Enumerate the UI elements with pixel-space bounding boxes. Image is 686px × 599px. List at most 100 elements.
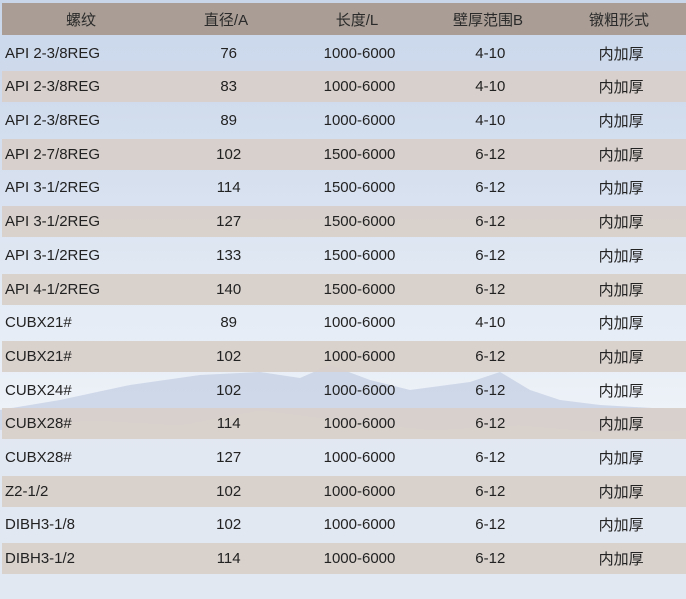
cell-wall-thickness: 6-12 xyxy=(475,347,506,365)
cell-thread: API 2-3/8REG xyxy=(5,44,101,62)
cell-wall-thickness: 6-12 xyxy=(475,448,506,466)
cell-length: 1500-6000 xyxy=(323,280,396,298)
header-diameter: 直径/A xyxy=(203,11,249,29)
cell-length: 1000-6000 xyxy=(323,314,396,332)
cell-wall-thickness: 6-12 xyxy=(475,482,506,500)
table-row: CUBX28# 114 1000-6000 6-12 内加厚 xyxy=(2,408,686,440)
cell-diameter: 89 xyxy=(220,112,238,130)
cell-length: 1500-6000 xyxy=(323,246,396,264)
cell-length: 1000-6000 xyxy=(323,516,396,534)
cell-diameter: 114 xyxy=(216,415,241,433)
header-length: 长度/L xyxy=(335,11,379,29)
cell-wall-thickness: 4-10 xyxy=(475,314,506,332)
cell-length: 1000-6000 xyxy=(323,78,396,96)
cell-length: 1500-6000 xyxy=(323,179,396,197)
cell-upset-type: 内加厚 xyxy=(598,45,644,63)
cell-diameter: 140 xyxy=(216,280,242,298)
cell-upset-type: 内加厚 xyxy=(598,214,644,232)
cell-diameter: 133 xyxy=(216,246,242,264)
cell-length: 1500-6000 xyxy=(323,145,396,163)
cell-upset-type: 内加厚 xyxy=(598,416,644,434)
cell-thread: API 3-1/2REG xyxy=(5,246,101,264)
table-row: Z2-1/2 102 1000-6000 6-12 内加厚 xyxy=(2,475,686,507)
cell-length: 1000-6000 xyxy=(323,112,396,130)
cell-diameter: 83 xyxy=(220,78,238,96)
table-row: DIBH3-1/8 102 1000-6000 6-12 内加厚 xyxy=(2,509,686,540)
table-row: API 3-1/2REG 133 1500-6000 6-12 内加厚 xyxy=(2,240,686,271)
table-row: API 2-3/8REG 83 1000-6000 4-10 内加厚 xyxy=(2,71,686,103)
table-row: API 2-7/8REG 102 1500-6000 6-12 内加厚 xyxy=(2,138,686,170)
cell-upset-type: 内加厚 xyxy=(598,247,644,265)
cell-upset-type: 内加厚 xyxy=(598,79,644,97)
cell-upset-type: 内加厚 xyxy=(598,348,644,366)
cell-wall-thickness: 6-12 xyxy=(475,550,506,567)
table-row: API 4-1/2REG 140 1500-6000 6-12 内加厚 xyxy=(2,273,686,305)
cell-length: 1000-6000 xyxy=(323,482,396,500)
cell-length: 1500-6000 xyxy=(323,213,396,231)
cell-thread: CUBX28# xyxy=(5,448,72,466)
cell-diameter: 114 xyxy=(216,550,241,567)
cell-upset-type: 内加厚 xyxy=(598,146,644,164)
cell-thread: API 2-3/8REG xyxy=(5,78,101,96)
header-upset-type: 镦粗形式 xyxy=(588,11,649,29)
cell-upset-type: 内加厚 xyxy=(598,315,644,333)
table-row: DIBH3-1/2 114 1000-6000 6-12 内加厚 xyxy=(2,543,686,574)
cell-wall-thickness: 6-12 xyxy=(475,213,506,231)
cell-thread: CUBX24# xyxy=(5,381,72,399)
cell-thread: API 2-3/8REG xyxy=(5,112,101,130)
cell-wall-thickness: 4-10 xyxy=(475,78,506,96)
cell-thread: CUBX21# xyxy=(5,347,72,365)
cell-wall-thickness: 6-12 xyxy=(475,145,506,163)
cell-diameter: 127 xyxy=(216,213,242,231)
cell-wall-thickness: 6-12 xyxy=(475,381,506,399)
cell-thread: API 3-1/2REG xyxy=(5,213,101,231)
cell-upset-type: 内加厚 xyxy=(598,449,644,467)
table-row: API 3-1/2REG 127 1500-6000 6-12 内加厚 xyxy=(2,206,686,238)
cell-diameter: 102 xyxy=(216,145,242,163)
table-row: API 3-1/2REG 114 1500-6000 6-12 内加厚 xyxy=(2,172,686,203)
cell-wall-thickness: 6-12 xyxy=(475,280,506,298)
cell-diameter: 76 xyxy=(220,44,238,62)
cell-diameter: 102 xyxy=(216,347,242,365)
cell-diameter: 127 xyxy=(216,448,242,466)
table-header: 螺纹 直径/A 长度/L 壁厚范围B 镦粗形式 xyxy=(2,3,686,35)
cell-wall-thickness: 6-12 xyxy=(475,246,506,264)
cell-upset-type: 内加厚 xyxy=(598,113,644,131)
cell-thread: CUBX21# xyxy=(5,314,72,332)
cell-wall-thickness: 4-10 xyxy=(475,44,506,62)
cell-thread: CUBX28# xyxy=(5,415,72,433)
header-thread: 螺纹 xyxy=(65,11,96,29)
table-row: API 2-3/8REG 76 1000-6000 4-10 内加厚 xyxy=(2,38,686,69)
cell-upset-type: 内加厚 xyxy=(598,551,644,568)
table-row: CUBX21# 102 1000-6000 6-12 内加厚 xyxy=(2,340,686,372)
table-row: CUBX21# 89 1000-6000 4-10 内加厚 xyxy=(2,307,686,338)
cell-diameter: 102 xyxy=(216,516,242,534)
header-wall-thickness: 壁厚范围B xyxy=(452,11,523,29)
cell-diameter: 114 xyxy=(216,179,241,197)
cell-diameter: 89 xyxy=(220,314,238,332)
cell-upset-type: 内加厚 xyxy=(598,180,644,198)
cell-length: 1000-6000 xyxy=(323,415,396,433)
cell-length: 1000-6000 xyxy=(323,347,396,365)
cell-diameter: 102 xyxy=(216,482,242,500)
cell-length: 1000-6000 xyxy=(323,550,396,567)
cell-thread: DIBH3-1/2 xyxy=(5,550,76,567)
cell-wall-thickness: 4-10 xyxy=(475,112,506,130)
table-row: CUBX24# 102 1000-6000 6-12 内加厚 xyxy=(2,375,686,406)
thread-spec-table: 螺纹 直径/A 长度/L 壁厚范围B 镦粗形式 API 2-3/8REG 76 1000-6… xyxy=(2,3,686,577)
cell-wall-thickness: 6-12 xyxy=(475,179,506,197)
cell-thread: API 4-1/2REG xyxy=(5,280,101,298)
table-row: API 2-3/8REG 89 1000-6000 4-10 内加厚 xyxy=(2,105,686,136)
cell-thread: API 3-1/2REG xyxy=(5,179,101,197)
cell-diameter: 102 xyxy=(216,381,242,399)
cell-upset-type: 内加厚 xyxy=(598,281,644,299)
cell-thread: API 2-7/8REG xyxy=(5,145,101,163)
cell-thread: DIBH3-1/8 xyxy=(5,516,76,534)
cell-thread: Z2-1/2 xyxy=(5,482,49,500)
cell-upset-type: 内加厚 xyxy=(598,382,644,400)
table-row: CUBX28# 127 1000-6000 6-12 内加厚 xyxy=(2,442,686,473)
cell-length: 1000-6000 xyxy=(323,44,396,62)
cell-upset-type: 内加厚 xyxy=(598,483,644,501)
cell-wall-thickness: 6-12 xyxy=(475,415,506,433)
cell-length: 1000-6000 xyxy=(323,381,396,399)
